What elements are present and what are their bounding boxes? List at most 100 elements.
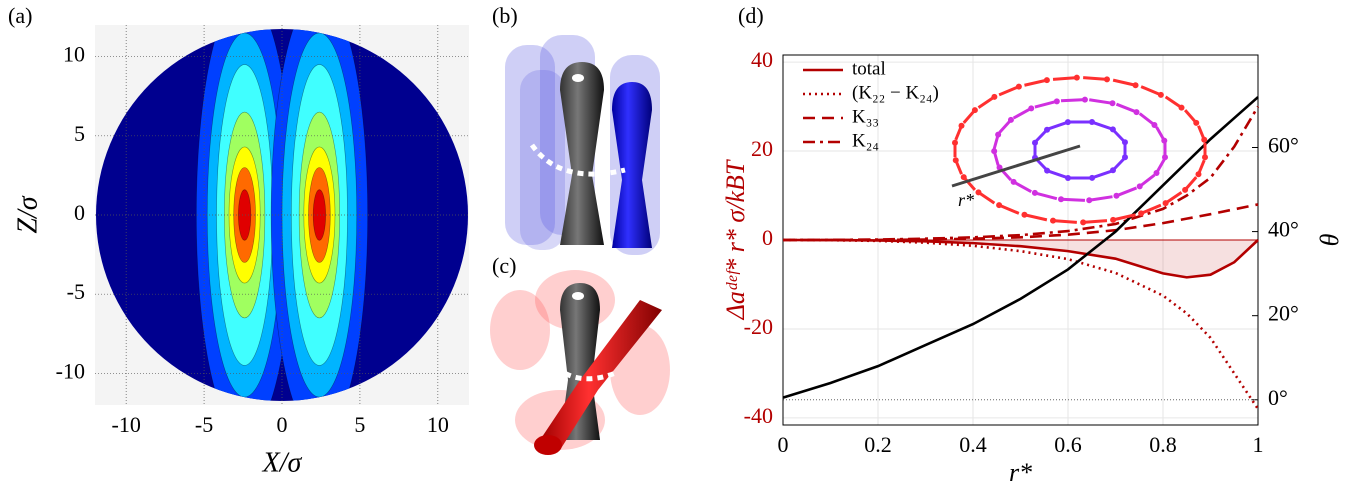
inset-arrow-head xyxy=(1109,100,1116,107)
contour-band xyxy=(238,189,252,241)
inset-arrow xyxy=(1091,120,1114,131)
inset-arrow-head xyxy=(1161,137,1168,144)
x-tick-label: 1 xyxy=(1253,432,1264,457)
inset-arrow-head xyxy=(1010,178,1017,185)
inset-label: r* xyxy=(958,190,974,210)
inset-arrow-head xyxy=(1136,183,1143,190)
y2-tick-label: 20° xyxy=(1268,301,1299,326)
inset-arrow xyxy=(1024,78,1048,87)
inset-arrow-head xyxy=(991,93,998,100)
y-tick-label: -20 xyxy=(744,314,773,339)
inset-arrow-head xyxy=(996,164,1003,171)
inset-arrow-head xyxy=(1133,109,1140,116)
x-tick-label: 0 xyxy=(778,432,789,457)
inset-arrow-head xyxy=(1162,154,1168,161)
y-tick-label: -5 xyxy=(67,279,85,304)
series-line xyxy=(782,105,1260,242)
contour-band xyxy=(312,189,326,241)
inset-arrow-head xyxy=(1043,77,1050,84)
y-tick-label: 20 xyxy=(751,136,773,161)
x-tick-label: 0.2 xyxy=(864,432,892,457)
series-line xyxy=(782,96,1259,399)
inset-arrow-head xyxy=(1121,139,1128,146)
inset-arrow xyxy=(1046,120,1069,131)
inset-arrow xyxy=(1115,186,1138,198)
y-axis-label: Z/σ xyxy=(12,195,43,233)
inset-arrow xyxy=(1091,169,1114,180)
inset-arrow xyxy=(1115,102,1138,114)
y-axis-label: Δaᵈᵉᶠ* r* σ/kBT xyxy=(721,159,750,320)
inset-arrow-head xyxy=(1086,197,1093,204)
inset-arrow-head xyxy=(952,139,958,146)
inset-arrow-head xyxy=(1153,170,1160,177)
inset-arrow-head xyxy=(1202,154,1208,161)
inset-arrow xyxy=(1140,85,1162,97)
x-tick-label: 0.4 xyxy=(959,432,987,457)
inset-arrow-head xyxy=(1151,121,1158,128)
inset-arrow-head xyxy=(1182,186,1189,193)
panel-label: (a) xyxy=(8,3,32,28)
x-axis-label: X/σ xyxy=(262,447,303,478)
inset-arrow-head xyxy=(1113,192,1120,199)
inset-arrow-head xyxy=(1073,74,1080,81)
x-tick-label: -10 xyxy=(112,412,141,437)
inset-arrow-head xyxy=(1201,136,1208,143)
y-tick-label: 5 xyxy=(74,121,85,146)
x-tick-label: 0.8 xyxy=(1149,432,1177,457)
inset-arrow-head xyxy=(952,157,959,164)
inset-arrow-head xyxy=(1178,104,1185,111)
panel-label: (b) xyxy=(492,3,518,28)
inset-arrow xyxy=(1138,173,1156,188)
illustration-c xyxy=(490,270,670,455)
inset-arrow xyxy=(1052,76,1077,81)
inset-arrow xyxy=(1089,98,1113,105)
inset-arrow xyxy=(1012,107,1032,120)
y2-tick-label: 0° xyxy=(1268,385,1288,410)
inset-arrow-head xyxy=(1110,216,1117,223)
inset-arrow xyxy=(1112,213,1136,222)
inset-arrow-head xyxy=(1080,219,1087,226)
inset-arrow-head xyxy=(960,174,967,181)
inset-arrow-head xyxy=(1193,119,1200,126)
inset-arrow-head xyxy=(996,202,1003,209)
y-tick-label: -10 xyxy=(56,358,85,383)
inset-arrow-head xyxy=(1132,82,1139,89)
inset-arrow-head xyxy=(1015,83,1022,90)
x-tick-label: 0.6 xyxy=(1054,432,1082,457)
y-tick-label: 0 xyxy=(74,200,85,225)
inset-arrow xyxy=(1060,197,1086,202)
x-tick-label: 0 xyxy=(277,412,288,437)
y-tick-label: -40 xyxy=(744,403,773,428)
inset-arrow-head xyxy=(971,107,978,114)
y-tick-label: 40 xyxy=(751,47,773,72)
inset-arrow-head xyxy=(1081,96,1088,103)
series-line xyxy=(783,203,1259,242)
inset-radius xyxy=(951,144,1081,188)
x-tick-label: 10 xyxy=(427,412,449,437)
legend-label: K₂₄ xyxy=(852,130,879,151)
shaded-area xyxy=(783,240,1258,278)
inset-arrow xyxy=(1046,169,1069,180)
inset-arrow-head xyxy=(1195,171,1202,178)
legend-label: (K₂₂ − K₂₄) xyxy=(852,82,939,103)
contours xyxy=(195,29,369,401)
inset-arrow-head xyxy=(1162,200,1169,207)
inset-arrow xyxy=(1034,191,1058,201)
inset-arrow-head xyxy=(1058,196,1065,203)
inset-arrow xyxy=(1060,98,1086,103)
inset-arrow xyxy=(1112,78,1136,87)
inset-arrow-head xyxy=(975,189,982,196)
inset-arrow xyxy=(998,85,1020,97)
illustration-b xyxy=(505,35,660,255)
inset-arrow xyxy=(1083,219,1108,224)
inset-arrow-head xyxy=(1050,217,1057,224)
inset-arrow-head xyxy=(1028,105,1035,112)
inset: r* xyxy=(951,74,1208,226)
inset-arrow-head xyxy=(1053,98,1060,105)
inset-arrow-head xyxy=(1031,189,1038,196)
inset-arrow-head xyxy=(991,148,998,155)
inset-arrow xyxy=(1012,180,1032,193)
inset-arrow-head xyxy=(1021,211,1028,218)
inset-arrow-head xyxy=(1007,116,1014,123)
